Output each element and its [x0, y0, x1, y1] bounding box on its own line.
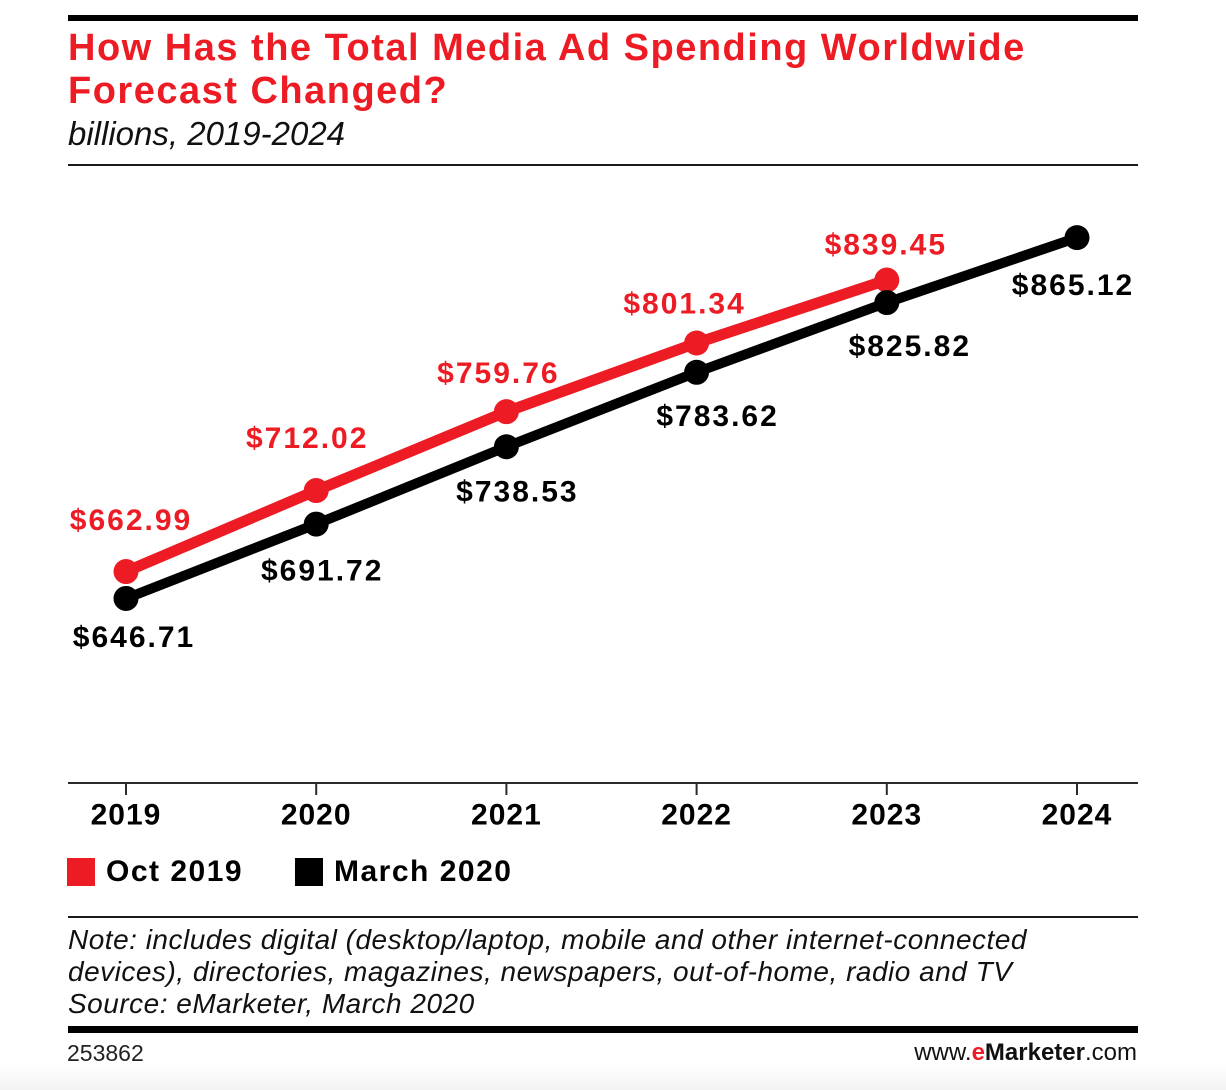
- site-suffix: .com: [1084, 1039, 1137, 1066]
- oct-2019-data-label-2021: $759.76: [437, 357, 559, 390]
- oct-2019-data-point-2020: [303, 478, 329, 504]
- legend-label-oct-2019: Oct 2019: [106, 855, 244, 888]
- legend-swatch-march-2020: [295, 858, 323, 886]
- series-points: [113, 225, 1090, 611]
- bottom-rule: [68, 1026, 1138, 1033]
- legend-label-march-2020: March 2020: [334, 855, 513, 888]
- x-tick-label: 2024: [1042, 799, 1113, 832]
- note-line-2: devices), directories, magazines, newspa…: [68, 956, 1013, 987]
- march-2020-data-point-2022: [684, 359, 710, 385]
- top-rule: [68, 15, 1138, 21]
- brand-logo-e: e: [971, 1039, 985, 1066]
- march-2020-data-point-2024: [1064, 225, 1090, 251]
- march-2020-data-label-2023: $825.82: [849, 330, 971, 363]
- oct-2019-data-label-2023: $839.45: [825, 229, 947, 262]
- oct-2019-data-label-2022: $801.34: [623, 287, 745, 320]
- march-2020-data-point-2019: [113, 585, 139, 611]
- brand-name: Marketer: [984, 1039, 1085, 1066]
- x-tick-label: 2021: [471, 799, 542, 832]
- march-2020-data-label-2024: $865.12: [1012, 269, 1134, 302]
- legend-swatch-oct-2019: [67, 858, 95, 886]
- oct-2019-data-point-2019: [113, 559, 139, 585]
- data-labels: $662.99 $712.02 $759.76 $801.34 $839.45 $646.…: [70, 229, 1134, 654]
- site-link[interactable]: www.eMarketer.com: [914, 1039, 1137, 1067]
- x-axis: 2019 2020 2021 2022 2023 2024: [68, 782, 1138, 832]
- chart-title: How Has the Total Media Ad Spending Worl…: [68, 27, 1026, 113]
- x-tick-label: 2023: [851, 799, 922, 832]
- march-2020-data-label-2019: $646.71: [73, 621, 195, 654]
- oct-2019-data-label-2020: $712.02: [246, 422, 368, 455]
- series-lines: [120, 232, 1082, 604]
- chart-subtitle: billions, 2019-2024: [68, 115, 346, 152]
- source-line: Source: eMarketer, March 2020: [68, 988, 475, 1019]
- footnote: Note: includes digital (desktop/laptop, …: [68, 924, 1027, 1020]
- march-2020-data-label-2022: $783.62: [656, 400, 778, 433]
- note-line-1: Note: includes digital (desktop/laptop, …: [68, 924, 1027, 955]
- chart-id: 253862: [67, 1040, 144, 1066]
- march-2020-data-point-2020: [303, 511, 329, 537]
- march-2020-data-label-2021: $738.53: [456, 475, 578, 508]
- march-2020-data-point-2021: [493, 434, 519, 460]
- x-tick-label: 2019: [91, 799, 162, 832]
- chart-title-line-2: Forecast Changed?: [68, 70, 449, 112]
- oct-2019-data-label-2019: $662.99: [70, 504, 192, 537]
- oct-2019-data-point-2022: [684, 330, 710, 356]
- chart-title-line-1: How Has the Total Media Ad Spending Worl…: [68, 27, 1026, 69]
- note-rule: [68, 916, 1138, 918]
- march-2020-data-point-2023: [874, 290, 900, 316]
- x-tick-label: 2022: [661, 799, 732, 832]
- oct-2019-data-point-2023: [874, 267, 900, 293]
- march-2020-series-line: [121, 232, 1082, 604]
- subtitle-rule: [68, 164, 1138, 166]
- march-2020-data-label-2020: $691.72: [261, 555, 383, 588]
- site-prefix: www.: [914, 1039, 972, 1066]
- x-tick-label: 2020: [281, 799, 352, 832]
- oct-2019-data-point-2021: [493, 399, 519, 425]
